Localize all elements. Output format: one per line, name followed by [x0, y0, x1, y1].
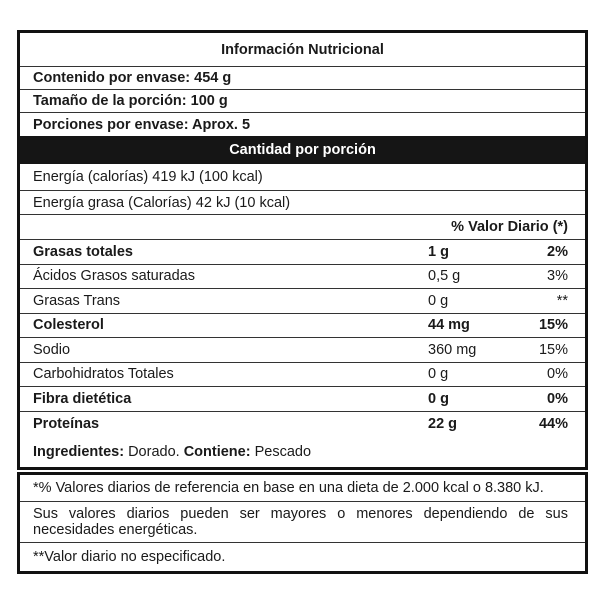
footnote-reference: *% Valores diarios de referencia en base… [20, 475, 585, 502]
nutrient-name: Grasas Trans [33, 292, 121, 309]
nutrient-daily-value: 15% [538, 317, 568, 334]
nutrient-name: Ácidos Grasos saturadas [33, 268, 195, 285]
contains-label: Contiene: [183, 443, 251, 460]
nutrient-name: Carbohidratos Totales [33, 366, 174, 383]
nutrient-daily-value: ** [556, 292, 568, 309]
nutrient-name: Colesterol [33, 317, 104, 334]
nutrient-row: Sodio 360 mg 15% [20, 338, 585, 363]
nutrient-list: Grasas totales 1 g 2% Ácidos Grasos saturad… [20, 240, 585, 436]
nutrient-amount: 0 g [428, 366, 449, 383]
ingredients-label: Ingredientes: [33, 443, 125, 460]
amount-per-serving-band: Cantidad por porción [20, 136, 585, 164]
ingredients-row: Ingredientes: Dorado. Contiene: Pescado [20, 436, 585, 467]
nutrient-daily-value: 15% [538, 341, 568, 358]
nutrient-daily-value: 0% [547, 366, 568, 383]
nutrient-row: Fibra dietética 0 g 0% [20, 387, 585, 412]
nutrition-facts-table: Información Nutricional Contenido por en… [17, 30, 588, 470]
fat-energy-row: Energía grasa (Calorías) 42 kJ (10 kcal) [20, 191, 585, 215]
nutrient-row: Grasas totales 1 g 2% [20, 240, 585, 265]
nutrient-amount: 1 g [428, 243, 449, 260]
nutrient-amount: 0,5 g [428, 268, 461, 285]
nutrient-name: Proteínas [33, 415, 100, 432]
nutrient-amount: 360 mg [428, 341, 477, 358]
nutrient-amount: 22 g [428, 415, 458, 432]
daily-value-header: % Valor Diario (*) [20, 215, 585, 240]
ingredients-value: Dorado. [124, 443, 184, 460]
energy-row: Energía (calorías) 419 kJ (100 kcal) [20, 164, 585, 191]
nutrient-row: Colesterol 44 mg 15% [20, 314, 585, 338]
nutrient-row: Proteínas 22 g 44% [20, 412, 585, 437]
serving-size: Tamaño de la porción: 100 g [20, 90, 585, 113]
table-title: Información Nutricional [20, 33, 585, 67]
nutrient-row: Grasas Trans 0 g ** [20, 289, 585, 314]
nutrient-row: Ácidos Grasos saturadas 0,5 g 3% [20, 265, 585, 289]
nutrient-daily-value: 3% [547, 268, 568, 285]
nutrient-daily-value: 44% [538, 415, 568, 432]
container-content: Contenido por envase: 454 g [20, 67, 585, 90]
nutrient-name: Grasas totales [33, 243, 133, 260]
nutrient-row: Carbohidratos Totales 0 g 0% [20, 363, 585, 387]
nutrient-daily-value: 2% [547, 243, 568, 260]
nutrient-name: Sodio [33, 341, 71, 358]
footnote-variation: Sus valores diarios pueden ser mayores o… [20, 502, 585, 543]
contains-value: Pescado [250, 443, 312, 460]
nutrient-amount: 44 mg [428, 317, 470, 334]
footnote-unspecified: **Valor diario no especificado. [33, 549, 226, 565]
nutrient-daily-value: 0% [547, 390, 568, 407]
footnotes-box: *% Valores diarios de referencia en base… [17, 472, 588, 574]
nutrient-amount: 0 g [428, 292, 449, 309]
nutrient-name: Fibra dietética [33, 390, 132, 407]
nutrient-amount: 0 g [428, 390, 449, 407]
servings-per-container: Porciones por envase: Aprox. 5 [33, 116, 251, 133]
